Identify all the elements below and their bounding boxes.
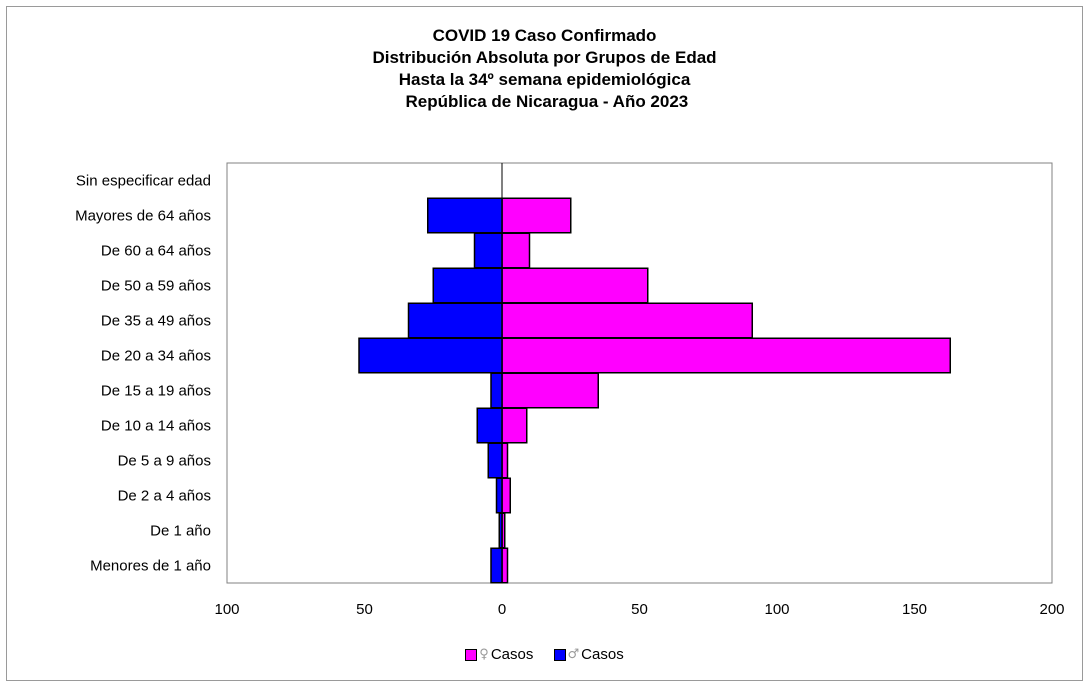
title-line-1: COVID 19 Caso Confirmado: [432, 26, 657, 45]
legend-swatch-female: [465, 648, 478, 661]
bar-male-4: [476, 407, 503, 444]
category-label-8: De 50 a 59 años: [101, 278, 211, 295]
bar-female-9: [501, 232, 531, 269]
bar-male-7: [407, 302, 503, 339]
bar-female-6: [501, 337, 951, 374]
bar-male-0: [490, 547, 503, 584]
male-symbol-icon: ♂: [567, 647, 580, 662]
bar-female-10: [501, 197, 572, 234]
bar-male-6: [358, 337, 503, 374]
legend: ♀ Casos ♂ Casos: [0, 646, 1089, 665]
category-labels: Menores de 1 año De 1 año De 2 a 4 años De …: [75, 173, 211, 575]
bar-male-3: [487, 442, 503, 479]
title-line-2: Distribución Absoluta por Grupos de Edad: [372, 48, 717, 67]
x-tick-label-2: 0: [498, 601, 506, 618]
bar-female-4: [501, 407, 528, 444]
bar-male-8: [432, 267, 503, 304]
title-line-3: Hasta la 34º semana epidemiológica: [398, 70, 691, 89]
chart-title: COVID 19 Caso Confirmado Distribución Ab…: [0, 25, 1089, 113]
bar-male-2: [495, 477, 503, 514]
category-label-7: De 35 a 49 años: [101, 313, 211, 330]
category-label-6: De 20 a 34 años: [101, 348, 211, 365]
x-tick-labels: 100 50 0 50 100 150 200: [214, 601, 1064, 618]
x-tick-label-0: 100: [214, 601, 239, 618]
bar-male-10: [427, 197, 503, 234]
legend-item-female: ♀ Casos: [465, 646, 533, 663]
category-label-9: De 60 a 64 años: [101, 243, 211, 260]
bar-female-8: [501, 267, 649, 304]
legend-label-female: Casos: [490, 646, 534, 663]
bars-group: [358, 197, 951, 584]
bar-female-0: [501, 547, 509, 584]
bar-female-5: [501, 372, 599, 409]
legend-label-male: Casos: [581, 646, 624, 663]
bar-female-2: [501, 477, 511, 514]
x-tick-label-6: 200: [1039, 601, 1064, 618]
x-tick-label-4: 100: [764, 601, 789, 618]
female-symbol-icon: ♀: [479, 647, 489, 662]
bar-female-7: [501, 302, 753, 339]
category-label-5: De 15 a 19 años: [101, 383, 211, 400]
category-label-0: Menores de 1 año: [90, 558, 211, 575]
x-tick-label-3: 50: [631, 601, 648, 618]
category-label-2: De 2 a 4 años: [118, 488, 211, 505]
category-label-3: De 5 a 9 años: [118, 453, 211, 470]
category-label-10: Mayores de 64 años: [75, 208, 211, 225]
x-tick-label-5: 150: [902, 601, 927, 618]
bar-female-3: [501, 442, 509, 479]
category-label-11: Sin especificar edad: [76, 173, 211, 190]
bar-male-5: [490, 372, 503, 409]
legend-item-male: ♂ Casos: [553, 646, 624, 663]
category-label-1: De 1 año: [150, 523, 211, 540]
title-line-4: República de Nicaragua - Año 2023: [400, 92, 689, 111]
bar-male-9: [473, 232, 503, 269]
plot-area: [226, 162, 1053, 584]
category-label-4: De 10 a 14 años: [101, 418, 211, 435]
x-tick-label-1: 50: [356, 601, 373, 618]
legend-swatch-male: [553, 648, 566, 661]
